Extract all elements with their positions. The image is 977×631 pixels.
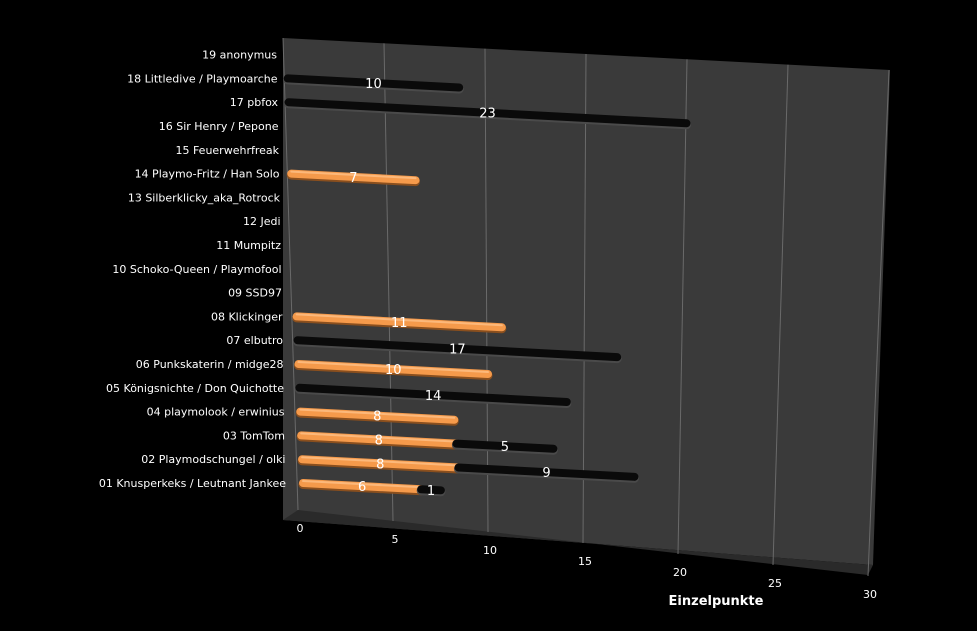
data-label: 5: [501, 440, 509, 455]
bar-segment: [296, 407, 459, 424]
bar-segment: [295, 383, 571, 406]
bar-segment: [299, 479, 426, 494]
category-label: 19 anonymus: [202, 49, 277, 62]
bar-highlight: [302, 480, 423, 489]
x-axis-title: Einzelpunkte: [669, 594, 764, 609]
bar-segment: [454, 463, 639, 481]
bar-highlight: [300, 432, 458, 443]
data-label: 8: [373, 410, 381, 425]
x-tick-label: 5: [392, 533, 399, 546]
chart-back-wall: [283, 38, 890, 565]
data-label: 7: [349, 171, 357, 186]
category-label: 02 Playmodschungel / olki: [141, 453, 285, 466]
category-label: 06 Punkskaterin / midge28: [136, 358, 284, 371]
data-label: 10: [365, 77, 382, 92]
chart-floor: [283, 510, 873, 575]
bar-highlight: [290, 170, 417, 180]
category-label: 03 TomTom: [223, 429, 285, 442]
x-tick-label: 25: [768, 577, 782, 590]
bar-segment: [417, 485, 445, 495]
category-label: 16 Sir Henry / Pepone: [159, 120, 279, 133]
gridline: [867, 70, 890, 577]
category-label: 13 Silberklicky_aka_Rotrock: [128, 191, 281, 204]
data-label: 1: [427, 484, 435, 499]
x-tick-labels: 0 5 10 15 20 25 30: [297, 522, 878, 601]
category-label: 10 Schoko-Queen / Playmofool: [112, 263, 281, 276]
data-label: 11: [391, 316, 408, 331]
category-label: 14 Playmo-Fritz / Han Solo: [135, 168, 280, 181]
gridline: [582, 54, 587, 544]
category-label: 04 playmolook / erwinius: [147, 406, 285, 419]
x-tick-label: 10: [483, 544, 497, 557]
x-tick-label: 0: [297, 522, 304, 535]
category-labels: 01 Knusperkeks / Leutnant Jankee 02 Playm…: [99, 49, 286, 490]
data-label: 8: [375, 434, 383, 449]
data-labels: 10 23 7 11 17 10 14 8 8 5 8 9 6 1: [349, 77, 550, 499]
data-label: 6: [358, 480, 366, 495]
category-label: 05 Königsnichte / Don Quichotte: [106, 382, 284, 395]
bar-segment: [452, 439, 558, 453]
category-label: 12 Jedi: [243, 215, 281, 228]
x-tick-label: 30: [863, 588, 877, 601]
gridline: [484, 48, 489, 533]
data-label: 10: [385, 363, 402, 378]
bar-segment: [298, 455, 463, 472]
bar-segment: [293, 336, 622, 362]
bar-highlight: [295, 313, 503, 327]
bar-segment: [297, 431, 461, 448]
data-label: 8: [376, 457, 384, 472]
category-label: 09 SSD97: [228, 287, 282, 300]
bars: [283, 74, 691, 497]
data-label: 23: [479, 107, 496, 122]
category-label: 18 Littledive / Playmoarche: [127, 72, 278, 85]
category-label: 08 Klickinger: [211, 310, 283, 323]
data-label: 17: [449, 343, 466, 358]
bar-segment: [284, 98, 691, 128]
category-label: 01 Knusperkeks / Leutnant Jankee: [99, 477, 286, 490]
gridline: [677, 59, 688, 555]
bar-highlight: [299, 408, 456, 419]
data-label: 9: [542, 466, 550, 481]
bar-highlight: [301, 456, 460, 467]
data-label: 14: [425, 389, 442, 404]
gridline: [282, 37, 299, 511]
bar-highlight: [297, 361, 489, 374]
bar-segment: [287, 169, 420, 185]
bar-segment: [283, 74, 464, 92]
x-tick-label: 15: [578, 555, 592, 568]
bar-segment: [292, 312, 506, 332]
gridline: [772, 64, 789, 566]
category-label: 07 elbutro: [226, 334, 283, 347]
x-tick-label: 20: [673, 566, 687, 579]
category-label: 17 pbfox: [230, 96, 279, 109]
bar-segment: [294, 360, 492, 379]
category-label: 15 Feuerwehrfreak: [175, 144, 279, 157]
category-label: 11 Mumpitz: [216, 239, 281, 252]
